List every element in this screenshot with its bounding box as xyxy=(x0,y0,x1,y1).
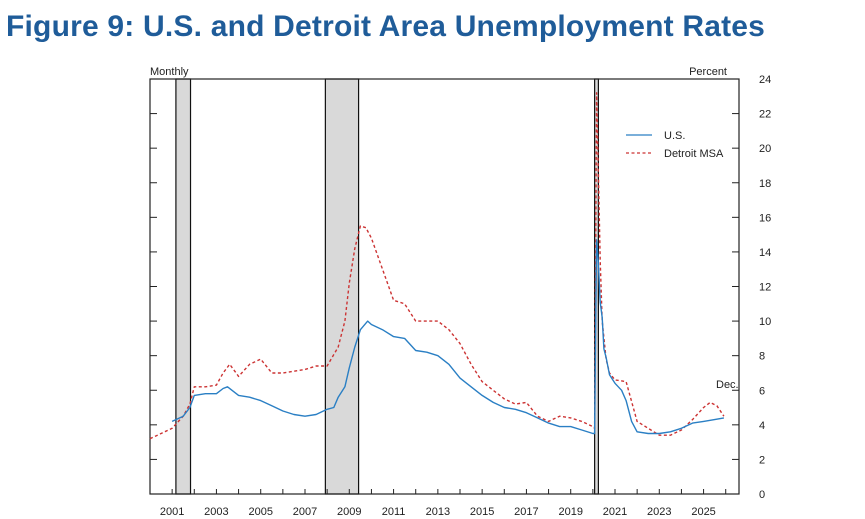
y-axis-label: Percent xyxy=(689,66,727,78)
y-tick-label-22: 22 xyxy=(759,109,771,121)
y-tick-label-6: 6 xyxy=(759,385,765,397)
x-tick-label-2007: 2007 xyxy=(293,506,317,518)
y-tick-label-14: 14 xyxy=(759,247,771,259)
y-tick-label-2: 2 xyxy=(759,454,765,466)
x-tick-label-2015: 2015 xyxy=(470,506,494,518)
x-tick-label-2001: 2001 xyxy=(160,506,184,518)
chart-title: Figure 9: U.S. and Detroit Area Unemploy… xyxy=(6,10,766,43)
y-tick-label-16: 16 xyxy=(759,212,771,224)
us-series-line xyxy=(171,239,725,435)
y-tick-label-24: 24 xyxy=(759,74,771,86)
x-tick-label-2009: 2009 xyxy=(337,506,361,518)
y-tick-label-10: 10 xyxy=(759,316,771,328)
x-tick-label-2019: 2019 xyxy=(558,506,582,518)
dec-annotation: Dec. xyxy=(716,379,739,391)
y-tick-label-0: 0 xyxy=(759,489,765,501)
recession-shading-group xyxy=(175,78,599,495)
x-tick-label-2025: 2025 xyxy=(691,506,715,518)
x-tick-label-2017: 2017 xyxy=(514,506,538,518)
detroit-series-line xyxy=(149,92,725,440)
x-tick-label-2011: 2011 xyxy=(382,506,406,518)
y-tick-label-20: 20 xyxy=(759,143,771,155)
axis-ticks-group xyxy=(149,78,739,495)
y-tick-label-18: 18 xyxy=(759,178,771,190)
recession-band-2 xyxy=(324,78,360,495)
legend: U.S. Detroit MSA xyxy=(626,130,724,160)
y-tick-label-12: 12 xyxy=(759,282,771,294)
recession-band-1 xyxy=(175,78,192,495)
x-tick-label-2003: 2003 xyxy=(204,506,228,518)
legend-label-us: U.S. xyxy=(664,130,685,142)
y-tick-label-8: 8 xyxy=(759,351,765,363)
plot-frame xyxy=(149,78,740,495)
x-tick-label-2005: 2005 xyxy=(248,506,272,518)
x-tick-label-2023: 2023 xyxy=(647,506,671,518)
series-group xyxy=(149,92,725,440)
y-tick-label-4: 4 xyxy=(759,420,765,432)
x-tick-label-2013: 2013 xyxy=(426,506,450,518)
legend-label-detroit: Detroit MSA xyxy=(664,148,724,160)
frequency-label: Monthly xyxy=(150,66,189,78)
x-tick-label-2021: 2021 xyxy=(603,506,627,518)
